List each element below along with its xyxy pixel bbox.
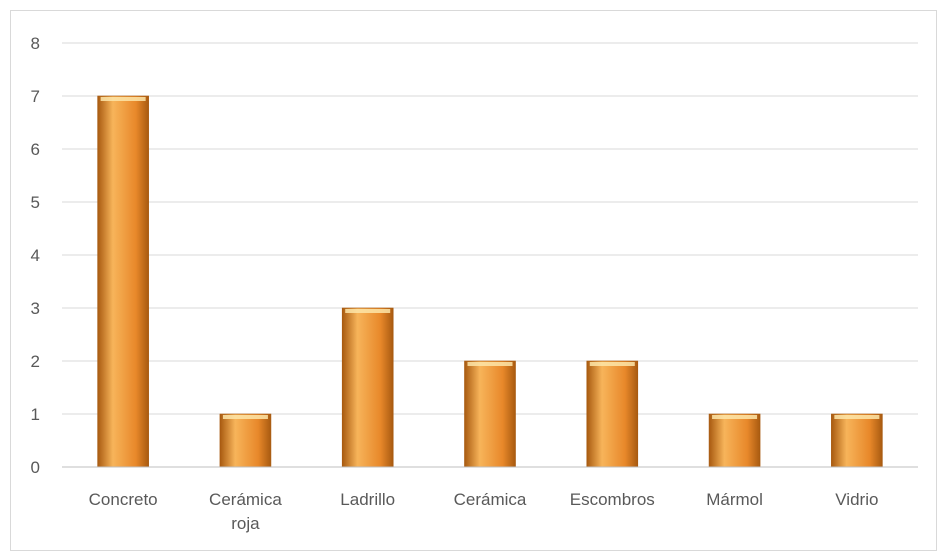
y-tick-label: 1 bbox=[31, 405, 40, 424]
gridlines bbox=[62, 42, 918, 415]
y-axis-ticks: 0 1 2 3 4 5 6 7 8 bbox=[31, 34, 40, 477]
bar-top-highlight bbox=[100, 97, 146, 101]
x-category-label: Ladrillo bbox=[340, 490, 395, 509]
bars bbox=[97, 95, 883, 468]
bar bbox=[464, 360, 516, 468]
bar bbox=[341, 307, 394, 468]
bar-top-highlight bbox=[589, 362, 635, 366]
y-tick-label: 4 bbox=[31, 246, 40, 265]
x-category-label: Concreto bbox=[89, 490, 158, 509]
y-tick-label: 8 bbox=[31, 34, 40, 53]
bar-top-highlight bbox=[222, 415, 268, 419]
y-tick-label: 3 bbox=[31, 299, 40, 318]
y-tick-label: 7 bbox=[31, 87, 40, 106]
x-category-label: Cerámica roja bbox=[209, 490, 282, 533]
y-tick-label: 6 bbox=[31, 140, 40, 159]
x-category-label: Mármol bbox=[706, 490, 763, 509]
x-category-label: Cerámica bbox=[454, 490, 527, 509]
bar bbox=[219, 413, 272, 468]
bar bbox=[97, 95, 149, 468]
y-tick-label: 5 bbox=[31, 193, 40, 212]
bar bbox=[831, 413, 883, 468]
y-tick-label: 0 bbox=[31, 458, 40, 477]
bar-top-highlight bbox=[712, 415, 758, 419]
y-tick-label: 2 bbox=[31, 352, 40, 371]
bar-top-highlight bbox=[467, 362, 513, 366]
x-axis-categories: Concreto Cerámica roja Ladrillo Cerámica Esco… bbox=[89, 490, 879, 533]
x-category-label: Escombros bbox=[570, 490, 655, 509]
bar bbox=[708, 413, 761, 468]
bar-top-highlight bbox=[345, 309, 391, 313]
bar-top-highlight bbox=[834, 415, 880, 419]
x-category-label: Vidrio bbox=[835, 490, 878, 509]
bar bbox=[586, 360, 639, 468]
